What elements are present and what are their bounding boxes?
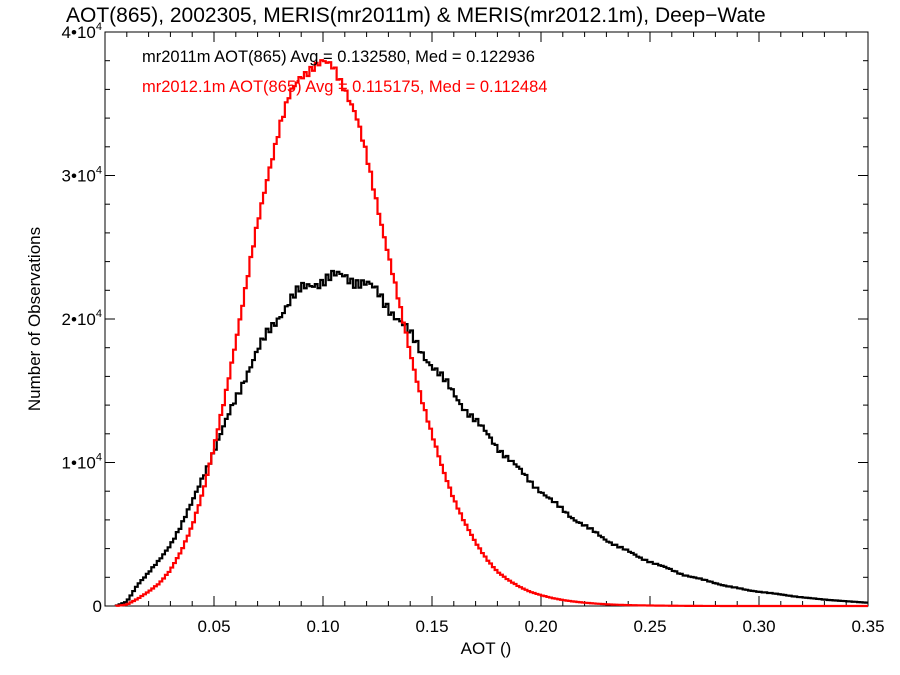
y-axis-ticks: 0 1•104 2•104 3•104 4•104 xyxy=(62,21,868,616)
x-tick-label: 0.15 xyxy=(415,617,448,636)
x-tick-label: 0.25 xyxy=(633,617,666,636)
y-tick-label: 2•104 xyxy=(62,308,102,329)
annotation-mr2012-1m: mr2012.1m AOT(865) Avg = 0.115175, Med =… xyxy=(142,78,547,96)
x-tick-label: 0.10 xyxy=(306,617,339,636)
x-axis-label: AOT () xyxy=(461,639,512,658)
y-tick-label: 1•104 xyxy=(62,452,102,473)
y-tick-label: 0 xyxy=(93,597,102,616)
y-axis-label: Number of Observations xyxy=(25,227,44,411)
y-tick-label: 4•104 xyxy=(62,21,102,42)
series-line-mr2011m xyxy=(114,269,868,607)
series-layer xyxy=(114,59,868,608)
x-tick-label: 0.05 xyxy=(197,617,230,636)
x-axis-ticks: 0.05 0.10 0.15 0.20 0.25 0.30 0.35 xyxy=(126,32,885,636)
plot-frame xyxy=(104,31,869,607)
annotation-mr2011m: mr2011m AOT(865) Avg = 0.132580, Med = 0… xyxy=(142,48,535,66)
y-tick-label: 3•104 xyxy=(62,165,102,186)
series-line-mr2012-1m xyxy=(114,59,868,608)
x-tick-label: 0.35 xyxy=(851,617,884,636)
chart-title: AOT(865), 2002305, MERIS(mr2011m) & MERI… xyxy=(66,4,766,27)
x-tick-label: 0.20 xyxy=(524,617,557,636)
x-tick-label: 0.30 xyxy=(742,617,775,636)
